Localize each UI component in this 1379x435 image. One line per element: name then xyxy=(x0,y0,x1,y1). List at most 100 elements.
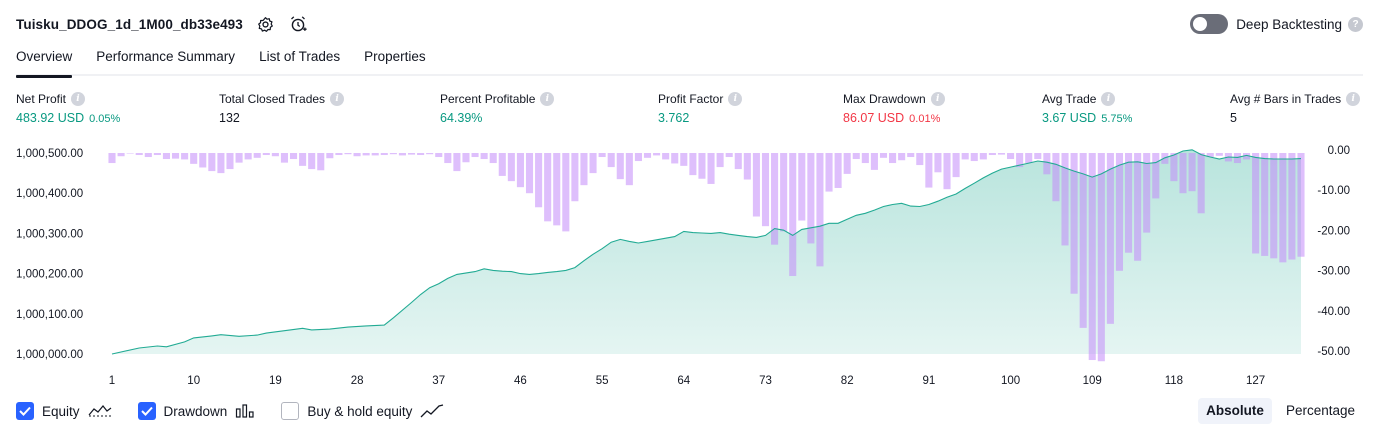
drawdown-checkbox[interactable]: Drawdown xyxy=(137,402,256,420)
drawdown-bar xyxy=(934,153,942,173)
drawdown-bar xyxy=(353,153,361,157)
x-tick-label: 37 xyxy=(432,375,445,387)
drawdown-bar xyxy=(562,153,570,232)
help-icon[interactable]: ? xyxy=(1348,16,1363,32)
tab-overview[interactable]: Overview xyxy=(16,44,73,78)
drawdown-bar xyxy=(417,153,425,156)
drawdown-bars-layer xyxy=(108,153,1305,362)
drawdown-bar xyxy=(589,153,597,174)
deep-backtesting: Deep Backtesting ? xyxy=(1190,12,1363,36)
info-icon[interactable]: i xyxy=(330,92,345,106)
drawdown-bar xyxy=(1007,153,1015,160)
drawdown-bar xyxy=(535,153,543,208)
drawdown-bar xyxy=(1134,153,1142,261)
y-left-tick-label: 1,000,200.00 xyxy=(16,269,83,281)
drawdown-bars-icon xyxy=(235,403,255,419)
drawdown-bar xyxy=(598,153,606,158)
checkbox-checked[interactable] xyxy=(137,402,156,420)
metric-label: Max Drawdown xyxy=(843,92,926,106)
drawdown-bar xyxy=(761,153,770,227)
info-icon[interactable]: i xyxy=(1346,92,1361,106)
drawdown-bar xyxy=(217,153,225,174)
tab-performance-summary[interactable]: Performance Summary xyxy=(96,49,236,64)
buy-hold-checkbox[interactable]: Buy & hold equity xyxy=(281,402,444,420)
metric-avg-bars: Avg # Bars in Trades i 5 xyxy=(1230,92,1361,125)
deep-backtesting-toggle[interactable] xyxy=(1190,14,1229,34)
metric-value: 483.92 USD xyxy=(16,111,85,125)
drawdown-bar xyxy=(734,153,742,170)
metric-value: 3.67 USD xyxy=(1042,111,1097,125)
metric-percent: 0.01% xyxy=(909,113,941,125)
drawdown-bar xyxy=(471,153,479,158)
drawdown-bar xyxy=(244,153,252,160)
info-icon[interactable]: i xyxy=(540,92,555,106)
metric-max-drawdown: Max Drawdown i 86.07 USD 0.01% xyxy=(843,92,945,125)
info-icon[interactable]: i xyxy=(71,92,86,106)
drawdown-bar xyxy=(199,153,207,168)
drawdown-bar xyxy=(308,153,316,170)
x-tick-label: 73 xyxy=(759,375,772,387)
metrics-row: Net Profit i 483.92 USD 0.05% Total Closed… xyxy=(16,92,1363,132)
y-axis-left: 1,000,500.00 1,000,400.00 1,000,300.00 1,00… xyxy=(16,148,83,361)
drawdown-bar xyxy=(988,153,996,156)
drawdown-bar xyxy=(407,153,416,155)
drawdown-bar xyxy=(625,153,633,186)
drawdown-bar xyxy=(961,153,969,160)
drawdown-bar xyxy=(208,153,216,172)
drawdown-bar xyxy=(262,153,270,156)
info-icon[interactable]: i xyxy=(1101,92,1116,106)
drawdown-bar xyxy=(1125,153,1133,253)
drawdown-bar xyxy=(525,153,534,194)
drawdown-bar xyxy=(362,153,370,156)
drawdown-bar xyxy=(489,153,497,164)
info-icon[interactable]: i xyxy=(728,92,743,106)
equity-area xyxy=(112,149,1301,354)
drawdown-bar xyxy=(1170,153,1178,182)
checkbox-unchecked[interactable] xyxy=(281,402,300,420)
buy-hold-label: Buy & hold equity xyxy=(307,403,413,419)
y-right-tick-label: -50.00 xyxy=(1317,346,1350,358)
drawdown-bar xyxy=(798,153,806,221)
drawdown-bar xyxy=(226,153,234,170)
tab-properties[interactable]: Properties xyxy=(364,49,426,64)
absolute-button[interactable]: Absolute xyxy=(1198,398,1272,424)
x-tick-label: 109 xyxy=(1083,375,1102,387)
alarm-add-icon[interactable] xyxy=(289,15,307,33)
drawdown-bar xyxy=(634,153,642,162)
drawdown-bar xyxy=(916,153,924,166)
percentage-button[interactable]: Percentage xyxy=(1285,403,1355,418)
drawdown-bar xyxy=(580,153,588,186)
metric-value: 3.762 xyxy=(658,111,690,125)
drawdown-bar xyxy=(725,153,733,158)
drawdown-bar xyxy=(970,153,978,162)
metric-percent: 0.05% xyxy=(89,113,121,125)
info-icon[interactable]: i xyxy=(930,92,945,106)
drawdown-bar xyxy=(771,153,779,245)
drawdown-bar xyxy=(444,153,452,164)
y-left-tick-label: 1,000,300.00 xyxy=(16,228,83,240)
drawdown-bar xyxy=(698,153,706,179)
drawdown-bar xyxy=(162,153,170,160)
chart-legend: Equity Drawdown Buy & hold equity Absolu… xyxy=(16,398,1363,424)
buy-hold-line-icon xyxy=(420,403,444,419)
drawdown-bar xyxy=(126,153,134,154)
drawdown-bar xyxy=(1243,153,1251,160)
checkbox-checked[interactable] xyxy=(16,402,34,420)
drawdown-bar xyxy=(190,153,198,164)
drawdown-bar xyxy=(1097,153,1105,362)
drawdown-bar xyxy=(135,153,143,156)
equity-checkbox[interactable]: Equity xyxy=(16,402,112,420)
drawdown-bar xyxy=(1016,153,1024,168)
drawdown-bar xyxy=(680,153,688,166)
drawdown-bar xyxy=(1252,153,1260,254)
drawdown-bar xyxy=(1297,153,1305,257)
chart-svg[interactable]: 1,000,500.00 1,000,400.00 1,000,300.00 1,00… xyxy=(0,140,1379,390)
drawdown-bar xyxy=(380,153,388,156)
x-tick-label: 10 xyxy=(187,375,200,387)
drawdown-bar xyxy=(1025,153,1033,164)
equity-drawdown-chart[interactable]: 1,000,500.00 1,000,400.00 1,000,300.00 1,00… xyxy=(0,140,1379,390)
tab-list-of-trades[interactable]: List of Trades xyxy=(259,49,341,64)
gear-icon[interactable] xyxy=(257,15,275,33)
drawdown-bar xyxy=(979,153,987,160)
drawdown-bar xyxy=(689,153,697,176)
